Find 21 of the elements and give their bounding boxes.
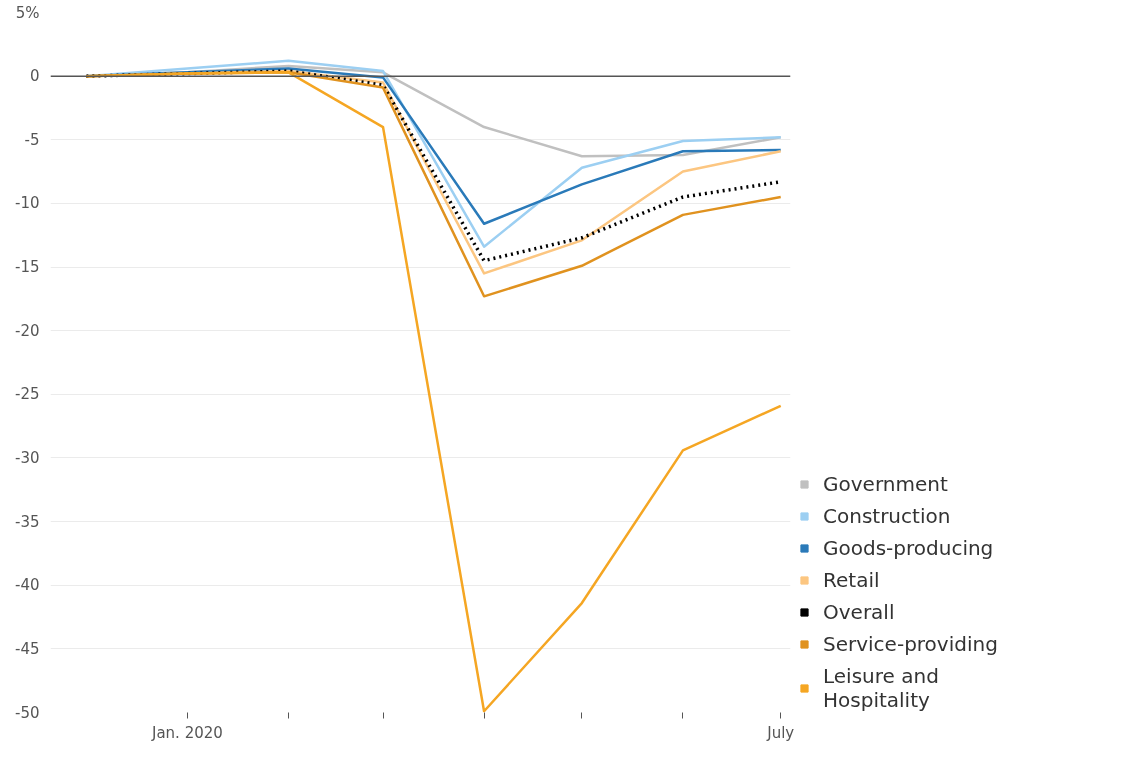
y-tick-label: -40: [15, 576, 40, 595]
y-tick-label: -30: [15, 448, 40, 467]
y-tick-label: -25: [15, 385, 40, 404]
legend-label: Leisure and Hospitality: [823, 664, 939, 712]
legend-label: Retail: [823, 568, 880, 592]
legend-label: Overall: [823, 600, 895, 624]
x-tick-label: Jan. 2020: [151, 723, 223, 742]
x-tick-label: July: [766, 723, 795, 742]
y-tick-label: -5: [24, 130, 40, 149]
y-tick-label: -10: [15, 194, 40, 213]
y-tick-label: 5%: [15, 3, 40, 22]
y-tick-label: -15: [15, 258, 40, 277]
y-tick-label: -35: [15, 512, 40, 531]
legend-label: Government: [823, 472, 948, 496]
legend-label: Construction: [823, 504, 951, 528]
y-tick-label: -20: [15, 321, 40, 340]
legend-label: Service-providing: [823, 632, 998, 656]
y-tick-label: -50: [15, 703, 40, 722]
y-tick-label: -45: [15, 639, 40, 658]
legend-label: Goods-producing: [823, 536, 994, 560]
y-tick-label: 0: [29, 67, 40, 86]
